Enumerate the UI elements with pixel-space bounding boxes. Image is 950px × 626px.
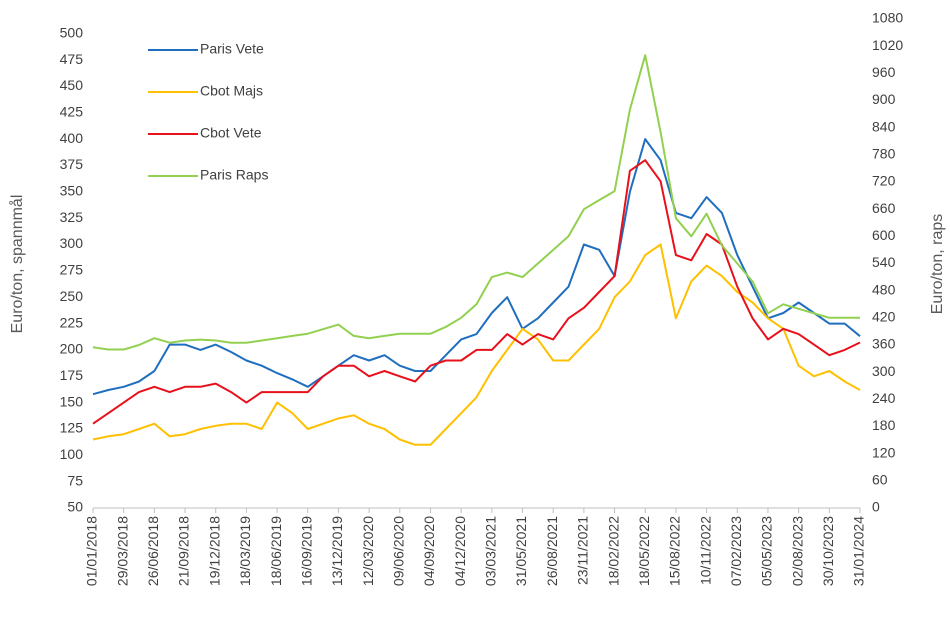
y2-tick-label: 180 (872, 417, 896, 433)
series-line (92, 138, 861, 396)
x-tick-label: 18/06/2019 (268, 516, 284, 586)
x-tick-label: 02/08/2023 (789, 516, 805, 586)
x-tick-label: 13/12/2019 (329, 516, 345, 586)
y2-tick-label: 120 (872, 444, 896, 460)
x-tick-label: 05/05/2023 (759, 516, 775, 586)
y2-tick-label: 900 (872, 91, 896, 107)
y2-tick-label: 240 (872, 390, 896, 406)
x-tick-label: 23/11/2021 (575, 516, 591, 585)
x-tick-label: 01/01/2018 (84, 516, 100, 586)
x-tick-label: 21/09/2018 (176, 516, 192, 586)
x-tick-label: 04/12/2020 (452, 516, 468, 586)
y-tick-label: 475 (60, 51, 84, 67)
y2-tick-label: 780 (872, 146, 896, 162)
x-tick-label: 18/02/2022 (605, 516, 621, 586)
y-tick-label: 400 (60, 130, 84, 146)
x-tick-label: 18/05/2022 (636, 516, 652, 586)
x-tick-label: 04/09/2020 (421, 516, 437, 586)
y2-tick-label: 1020 (872, 37, 903, 53)
y-tick-label: 375 (60, 156, 84, 172)
y-tick-label: 200 (60, 341, 84, 357)
y-tick-label: 100 (60, 446, 84, 462)
series-line (92, 243, 861, 446)
y-tick-label: 150 (60, 393, 84, 409)
x-tick-label: 09/06/2020 (391, 516, 407, 586)
x-tick-label: 18/03/2019 (237, 516, 253, 586)
legend-label: Cbot Majs (200, 83, 263, 99)
y2-tick-label: 0 (872, 499, 880, 515)
y2-tick-label: 300 (872, 363, 896, 379)
x-tick-label: 07/02/2023 (728, 516, 744, 586)
y2-tick-label: 960 (872, 64, 896, 80)
x-tick-label: 31/01/2024 (851, 516, 867, 586)
y-tick-label: 500 (60, 24, 84, 40)
x-tick-label: 10/11/2022 (697, 516, 713, 585)
y2-tick-label: 660 (872, 200, 896, 216)
y-tick-label: 350 (60, 183, 84, 199)
y2-tick-label: 720 (872, 173, 896, 189)
y-tick-label: 275 (60, 262, 84, 278)
y2-tick-label: 60 (872, 472, 888, 488)
y2-tick-label: 1080 (872, 10, 903, 26)
x-tick-label: 15/08/2022 (667, 516, 683, 586)
x-tick-label: 31/05/2021 (513, 516, 529, 586)
y-tick-label: 175 (60, 367, 84, 383)
y-tick-label: 50 (67, 499, 83, 515)
y-tick-label: 325 (60, 209, 84, 225)
y-tick-label: 300 (60, 235, 84, 251)
y-tick-label: 125 (60, 420, 84, 436)
y-tick-label: 250 (60, 288, 84, 304)
legend-label: Paris Vete (200, 41, 264, 57)
y-tick-label: 75 (67, 472, 83, 488)
x-tick-label: 26/06/2018 (145, 516, 161, 586)
y2-tick-label: 420 (872, 309, 896, 325)
y-axis-label: Euro/ton, spannmål (8, 195, 26, 334)
series-line (92, 54, 860, 351)
y2-tick-label: 540 (872, 254, 896, 270)
y-tick-label: 425 (60, 103, 84, 119)
x-tick-label: 30/10/2023 (820, 516, 836, 586)
y-tick-label: 450 (60, 77, 84, 93)
x-tick-label: 03/03/2021 (483, 516, 499, 586)
x-tick-label: 19/12/2018 (206, 516, 222, 586)
y2-tick-label: 360 (872, 336, 896, 352)
x-tick-label: 29/03/2018 (114, 516, 130, 586)
legend-label: Paris Raps (200, 167, 268, 183)
y2-axis-label: Euro/ton, raps (929, 214, 946, 315)
series-line (92, 159, 861, 425)
y2-tick-label: 480 (872, 281, 896, 297)
x-tick-label: 16/09/2019 (298, 516, 314, 586)
y-tick-label: 225 (60, 314, 84, 330)
x-tick-label: 26/08/2021 (544, 516, 560, 586)
y2-tick-label: 600 (872, 227, 896, 243)
y2-tick-label: 840 (872, 118, 896, 134)
x-tick-label: 12/03/2020 (360, 516, 376, 586)
legend-label: Cbot Vete (200, 125, 262, 141)
